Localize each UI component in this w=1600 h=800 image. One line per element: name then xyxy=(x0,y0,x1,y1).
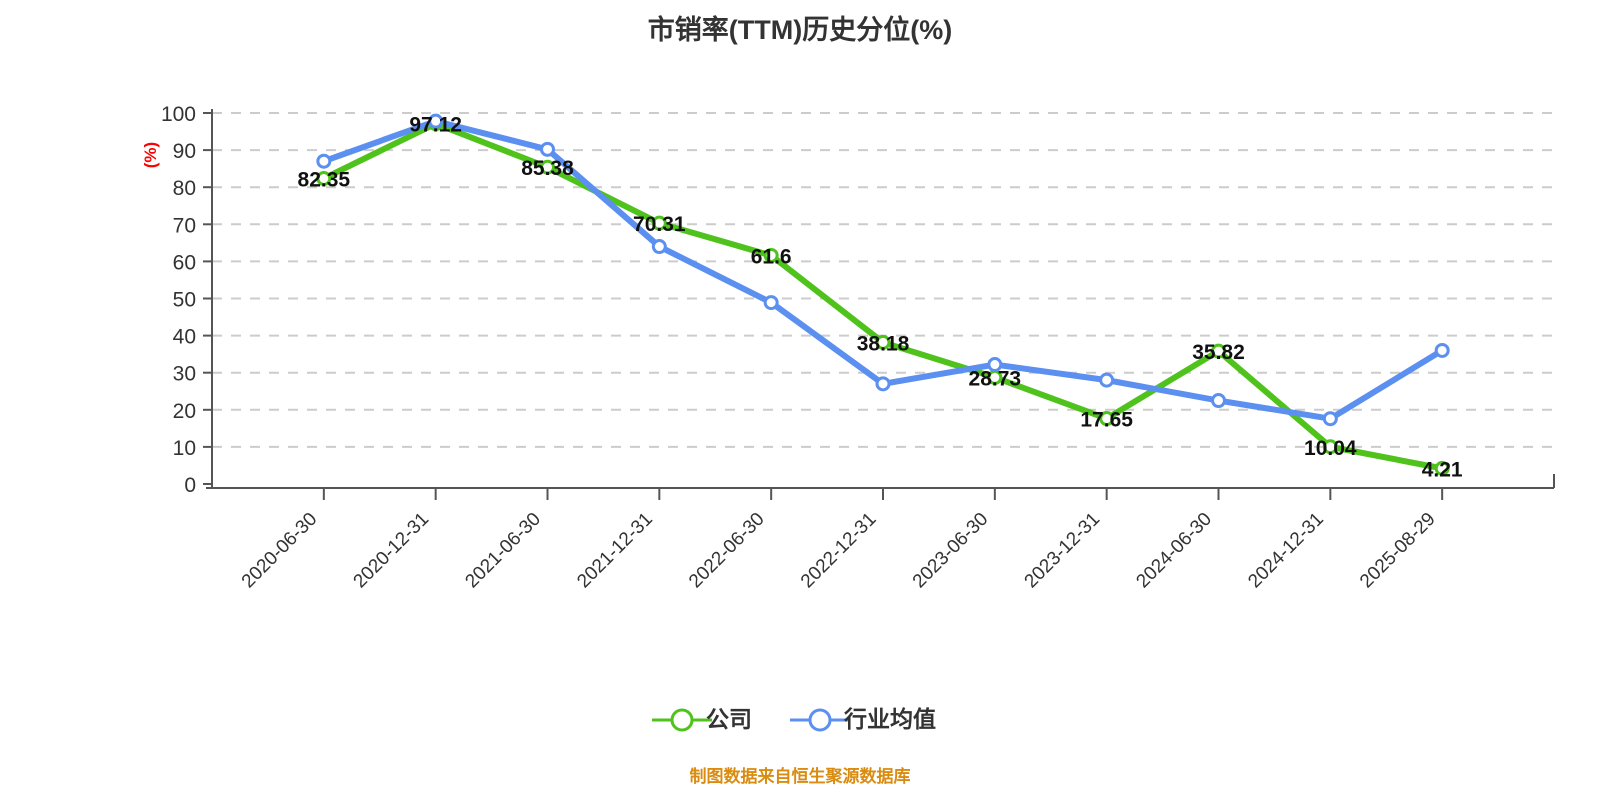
series-points-group xyxy=(316,113,1450,476)
data-point[interactable] xyxy=(1322,411,1338,427)
y-tick-label: 90 xyxy=(173,140,196,163)
data-point-label: 4.21 xyxy=(1422,458,1463,481)
x-tick-label: 2024-06-30 xyxy=(1132,509,1216,593)
data-point-label: 82.35 xyxy=(298,168,351,191)
legend-item-行业均值[interactable]: 行业均值 xyxy=(790,706,936,732)
gridlines-group xyxy=(212,112,1554,448)
x-tick-label: 2025-08-29 xyxy=(1356,509,1440,593)
y-tick-label: 20 xyxy=(173,400,196,423)
chart-plot-area: 0 10 20 30 40 50 60 70 80 90 100 2020-06-30 2020-12… xyxy=(141,103,1555,732)
data-point[interactable] xyxy=(651,239,667,255)
data-point-label: 38.18 xyxy=(857,332,910,355)
y-tick-label: 70 xyxy=(173,214,196,237)
data-point[interactable] xyxy=(1322,439,1338,455)
data-point[interactable] xyxy=(875,376,891,392)
data-point-label: 28.73 xyxy=(969,367,1022,390)
y-axis-unit-label: (%) xyxy=(141,142,160,168)
series-line-公司 xyxy=(320,120,1446,472)
data-point[interactable] xyxy=(540,141,555,157)
x-tick-label: 2024-12-31 xyxy=(1244,509,1328,593)
data-point-label: 70.31 xyxy=(633,213,686,236)
y-tick-label: 40 xyxy=(173,326,196,349)
data-point[interactable] xyxy=(316,153,332,169)
x-tick-label: 2023-12-31 xyxy=(1021,509,1105,593)
y-tick-labels-group: 0 10 20 30 40 50 60 70 80 90 100 xyxy=(161,103,212,497)
y-tick-label: 60 xyxy=(173,251,196,274)
legend-marker xyxy=(808,708,832,732)
data-point[interactable] xyxy=(1099,372,1115,388)
data-point-label: 10.04 xyxy=(1304,437,1357,460)
legend-label: 公司 xyxy=(706,706,752,732)
data-point[interactable] xyxy=(875,334,891,350)
data-point-label: 97.12 xyxy=(409,114,462,137)
x-tick-label: 2021-12-31 xyxy=(573,509,657,593)
data-point-label: 85.38 xyxy=(521,157,574,180)
x-tick-label: 2022-12-31 xyxy=(797,509,881,593)
y-tick-label: 0 xyxy=(184,474,196,497)
y-axis-unit-group: (%) xyxy=(141,142,160,168)
y-tick-label: 100 xyxy=(161,103,196,126)
data-point-label: 61.6 xyxy=(751,245,792,268)
chart-legend[interactable]: 公司 行业均值 xyxy=(652,706,936,732)
data-point-label: 17.65 xyxy=(1080,409,1133,432)
data-point[interactable] xyxy=(316,170,332,186)
legend-label: 行业均值 xyxy=(843,706,936,732)
x-tick-label: 2022-06-30 xyxy=(685,509,769,593)
data-point[interactable] xyxy=(1211,343,1226,359)
data-point[interactable] xyxy=(763,295,779,311)
y-tick-label: 80 xyxy=(173,177,196,200)
series-lines-group xyxy=(320,118,1446,472)
x-tick-label: 2021-06-30 xyxy=(461,509,545,593)
data-point[interactable] xyxy=(1211,393,1226,409)
y-tick-label: 50 xyxy=(173,289,196,312)
data-point-label: 35.82 xyxy=(1192,341,1245,364)
data-point[interactable] xyxy=(987,357,1003,373)
data-point[interactable] xyxy=(651,215,667,231)
data-point[interactable] xyxy=(1099,411,1115,427)
data-point[interactable] xyxy=(763,247,779,263)
data-point[interactable] xyxy=(1434,342,1450,358)
data-source-note: 制图数据来自恒生聚源数据库 xyxy=(689,767,911,786)
data-point-labels-group: 82.35 97.12 85.38 70.31 61.6 38.18 28.73 17.65 3… xyxy=(298,114,1463,482)
x-tick-label: 2023-06-30 xyxy=(909,509,993,593)
data-point[interactable] xyxy=(540,159,555,175)
x-tick-label: 2020-06-30 xyxy=(238,509,322,593)
x-tick-labels-group: 2020-06-30 2020-12-31 2021-06-30 2021-12-31… xyxy=(238,488,1444,593)
data-point[interactable] xyxy=(1434,460,1450,476)
chart-title: 市销率(TTM)历史分位(%) xyxy=(647,15,953,45)
y-tick-label: 30 xyxy=(173,363,196,386)
legend-item-公司[interactable]: 公司 xyxy=(652,706,752,732)
x-tick-label: 2020-12-31 xyxy=(350,509,434,593)
data-point[interactable] xyxy=(428,113,444,129)
y-tick-label: 10 xyxy=(173,437,196,460)
series-line-行业均值 xyxy=(320,118,1446,422)
legend-marker xyxy=(670,708,694,732)
